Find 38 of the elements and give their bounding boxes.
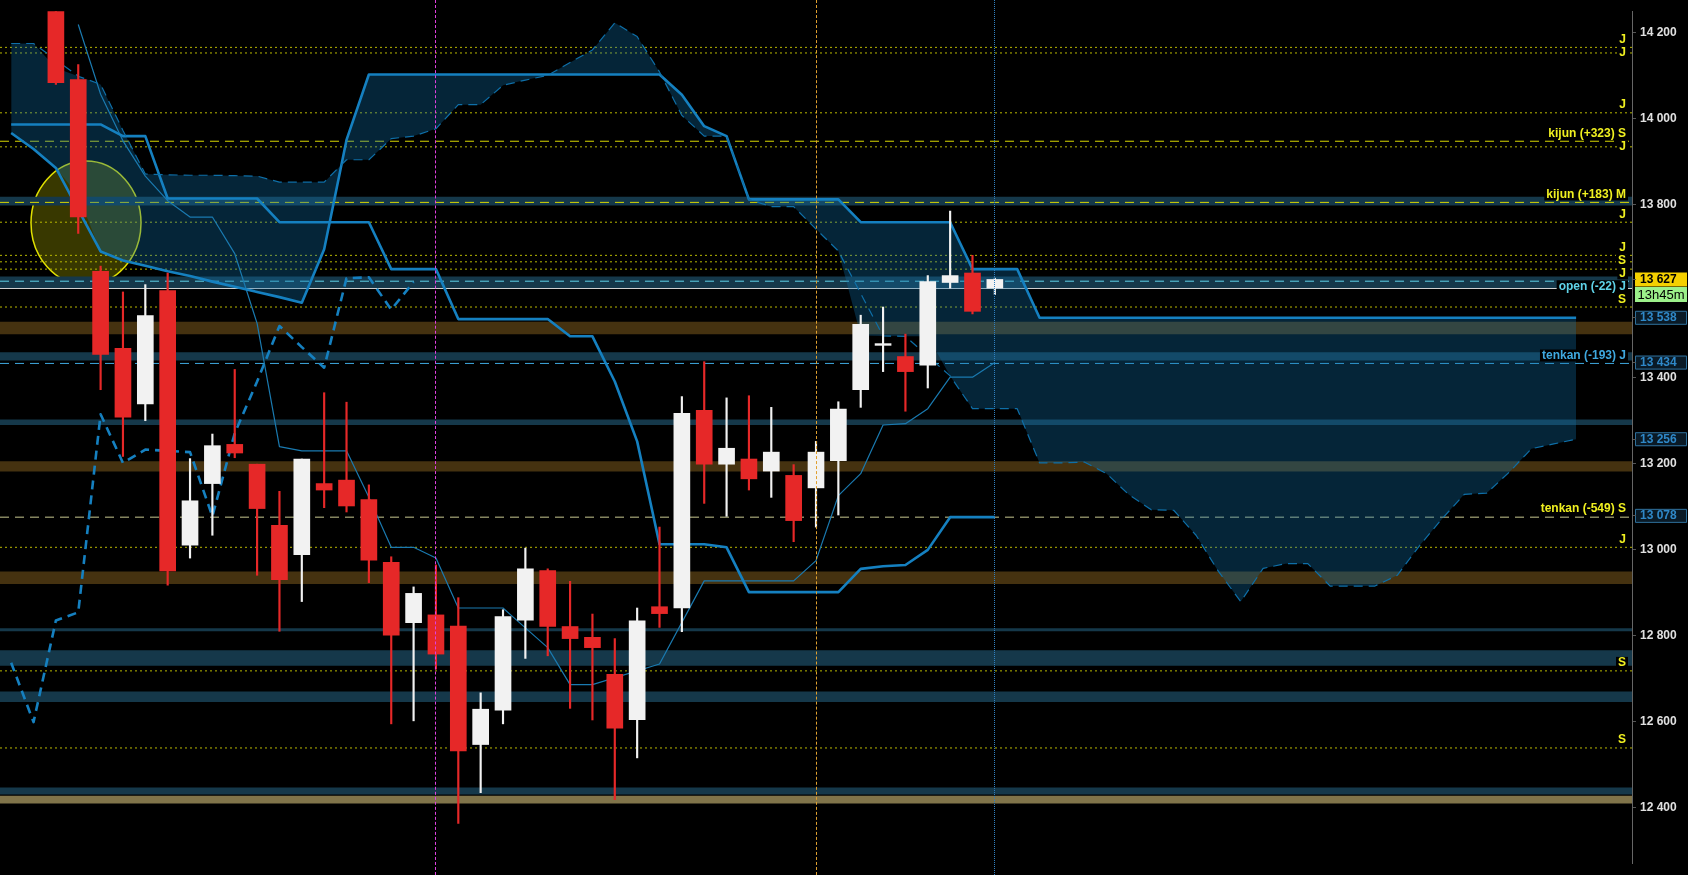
y-tick-label: 13 000 [1640,541,1678,556]
ref-line-label: J [1619,206,1626,221]
y-tick-label: 12 800 [1640,627,1678,642]
candlestick [897,333,914,412]
y-tick-label: 13 538 [1640,310,1678,325]
y-tick-label: 13 078 [1640,508,1678,523]
ref-line-label: S [1617,252,1626,267]
y-tick-label: 13 200 [1640,455,1678,470]
y-tick-label: 13 800 [1640,197,1678,212]
y-tick-label: 13 256 [1640,431,1678,446]
y-tick-label: 12 400 [1640,800,1678,815]
candlestick [584,613,601,721]
candlestick [718,397,735,517]
ref-line-label: kijun (+183) M [1546,186,1626,201]
y-tick-label: 13 400 [1640,369,1678,384]
y-tick-label: 13 627 [1640,271,1678,286]
ref-line-label: tenkan (-193) J [1541,347,1626,362]
ref-line-label: tenkan (-549) S [1540,501,1626,516]
ref-line-label: J [1619,44,1626,59]
y-tick-label: 13 434 [1640,354,1678,369]
ref-line-label: J [1619,239,1626,254]
ref-line-label: J [1619,97,1626,112]
ref-line-label: J [1619,531,1626,546]
ref-line-label: S [1617,732,1626,747]
ref-line-label: J [1619,138,1626,153]
candlestick [338,401,355,513]
y-tick-label: 12 600 [1640,714,1678,729]
ref-line-label: open (-22) J [1558,278,1626,293]
y-tick-label: 14 200 [1640,25,1678,40]
y-tick-label: 14 000 [1640,111,1678,126]
ref-line-label: J [1619,265,1626,280]
ref-line-label: J [1619,31,1626,46]
ref-line-label: S [1617,291,1626,306]
candlestick [651,526,668,628]
text: 13h45m [1635,287,1687,303]
ref-line-label: kijun (+323) S [1548,125,1626,140]
ref-line-label: S [1617,655,1626,670]
line-series [9,276,415,724]
